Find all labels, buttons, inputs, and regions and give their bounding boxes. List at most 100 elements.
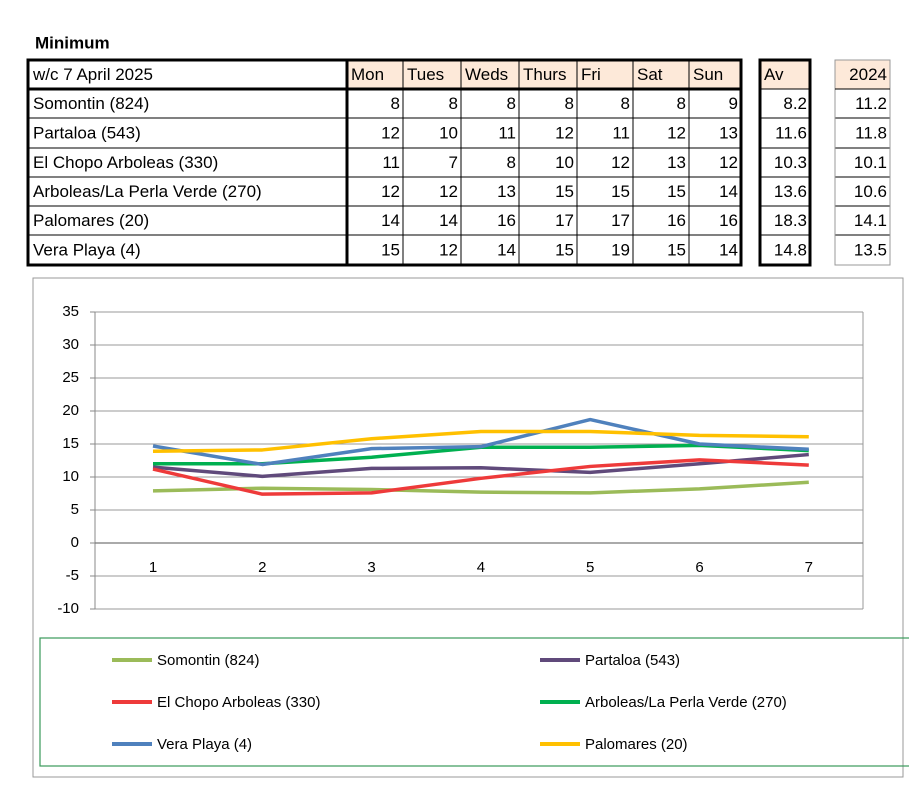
series-line bbox=[152, 458, 809, 496]
y-tick-label: 15 bbox=[62, 435, 79, 452]
cell-value: 8 bbox=[449, 94, 458, 113]
x-tick-label: 4 bbox=[477, 559, 485, 576]
x-tick-label: 5 bbox=[586, 559, 594, 576]
day-header: Thurs bbox=[523, 65, 566, 84]
table-corner: w/c 7 April 2025 bbox=[32, 65, 153, 84]
day-header: Sat bbox=[637, 65, 663, 84]
x-tick-label: 6 bbox=[695, 559, 703, 576]
av-value: 8.2 bbox=[783, 94, 807, 113]
series-line bbox=[152, 452, 809, 479]
cell-value: 12 bbox=[611, 153, 630, 172]
cell-value: 13 bbox=[667, 153, 686, 172]
row-label: Palomares (20) bbox=[33, 211, 149, 230]
cell-value: 9 bbox=[729, 94, 738, 113]
cell-value: 11 bbox=[498, 123, 516, 142]
table-border bbox=[26, 58, 743, 267]
prev-value: 10.1 bbox=[854, 153, 887, 172]
cell-value: 11 bbox=[612, 123, 630, 142]
table-border bbox=[834, 59, 891, 266]
legend-label: Arboleas/La Perla Verde (270) bbox=[585, 694, 787, 711]
cell-value: 16 bbox=[667, 211, 686, 230]
x-tick-label: 7 bbox=[805, 559, 813, 576]
cell-value: 8 bbox=[507, 94, 516, 113]
av-value: 11.6 bbox=[775, 123, 807, 142]
y-tick-label: -10 bbox=[57, 600, 79, 617]
x-tick-label: 3 bbox=[367, 559, 375, 576]
legend-frame bbox=[39, 637, 909, 767]
cell-value: 17 bbox=[555, 211, 574, 230]
prev-value: 11.8 bbox=[855, 123, 887, 142]
y-tick-label: 35 bbox=[62, 303, 79, 320]
av-value: 13.6 bbox=[774, 182, 807, 201]
cell-value: 14 bbox=[381, 211, 400, 230]
series-line bbox=[152, 417, 809, 467]
cell-value: 14 bbox=[439, 211, 458, 230]
row-label: Partaloa (543) bbox=[33, 123, 141, 142]
header-cell bbox=[632, 59, 690, 90]
cell-value: 12 bbox=[719, 153, 738, 172]
cell-value: 12 bbox=[555, 123, 574, 142]
title: Minimum bbox=[35, 33, 110, 52]
row-label: Somontin (824) bbox=[33, 94, 149, 113]
cell-value: 8 bbox=[621, 94, 630, 113]
x-tick-label: 1 bbox=[149, 559, 157, 576]
av-header: Av bbox=[764, 65, 784, 84]
cell-value: 14 bbox=[719, 182, 738, 201]
legend-label: Vera Playa (4) bbox=[157, 736, 252, 753]
cell-value: 15 bbox=[611, 182, 630, 201]
cell-value: 13 bbox=[497, 182, 516, 201]
cell-value: 15 bbox=[667, 240, 686, 259]
day-header: Fri bbox=[581, 65, 601, 84]
cell-value: 12 bbox=[667, 123, 686, 142]
cell-value: 16 bbox=[719, 211, 738, 230]
x-tick-label: 2 bbox=[258, 559, 266, 576]
series-line bbox=[152, 480, 809, 495]
prev-value: 11.2 bbox=[855, 94, 887, 113]
cell-value: 7 bbox=[449, 153, 458, 172]
day-header: Sun bbox=[693, 65, 723, 84]
y-tick-label: 5 bbox=[71, 501, 79, 518]
header-cell bbox=[460, 59, 520, 90]
prev-value: 14.1 bbox=[854, 211, 887, 230]
legend-label: Partaloa (543) bbox=[585, 652, 680, 669]
row-label: Arboleas/La Perla Verde (270) bbox=[33, 182, 262, 201]
cell-value: 12 bbox=[381, 123, 400, 142]
y-tick-label: -5 bbox=[66, 567, 79, 584]
cell-value: 12 bbox=[439, 182, 458, 201]
cell-value: 10 bbox=[439, 123, 458, 142]
legend-label: Palomares (20) bbox=[585, 736, 688, 753]
day-header: Tues bbox=[407, 65, 444, 84]
y-tick-label: 20 bbox=[62, 402, 79, 419]
cell-value: 17 bbox=[611, 211, 630, 230]
y-tick-label: 25 bbox=[62, 369, 79, 386]
prev-value: 10.6 bbox=[854, 182, 887, 201]
prev-value: 13.5 bbox=[854, 240, 887, 259]
cell-value: 14 bbox=[719, 240, 738, 259]
cell-value: 8 bbox=[565, 94, 574, 113]
cell-value: 8 bbox=[391, 94, 400, 113]
cell-value: 8 bbox=[677, 94, 686, 113]
legend-label: El Chopo Arboleas (330) bbox=[157, 694, 320, 711]
cell-value: 19 bbox=[611, 240, 630, 259]
cell-value: 12 bbox=[439, 240, 458, 259]
cell-value: 12 bbox=[381, 182, 400, 201]
cell-value: 8 bbox=[507, 153, 516, 172]
day-header: Weds bbox=[465, 65, 508, 84]
av-value: 18.3 bbox=[774, 211, 807, 230]
cell-value: 13 bbox=[719, 123, 738, 142]
y-tick-label: 10 bbox=[62, 468, 79, 485]
header-cell bbox=[688, 59, 742, 90]
cell-value: 14 bbox=[497, 240, 516, 259]
day-header: Mon bbox=[351, 65, 384, 84]
prev-header: 2024 bbox=[849, 65, 887, 84]
table-border bbox=[758, 58, 812, 267]
legend-label: Somontin (824) bbox=[157, 652, 260, 669]
cell-value: 15 bbox=[555, 182, 574, 201]
cell-value: 10 bbox=[555, 153, 574, 172]
y-tick-label: 30 bbox=[62, 336, 79, 353]
cell-value: 15 bbox=[555, 240, 574, 259]
cell-value: 16 bbox=[497, 211, 516, 230]
cell-value: 15 bbox=[381, 240, 400, 259]
